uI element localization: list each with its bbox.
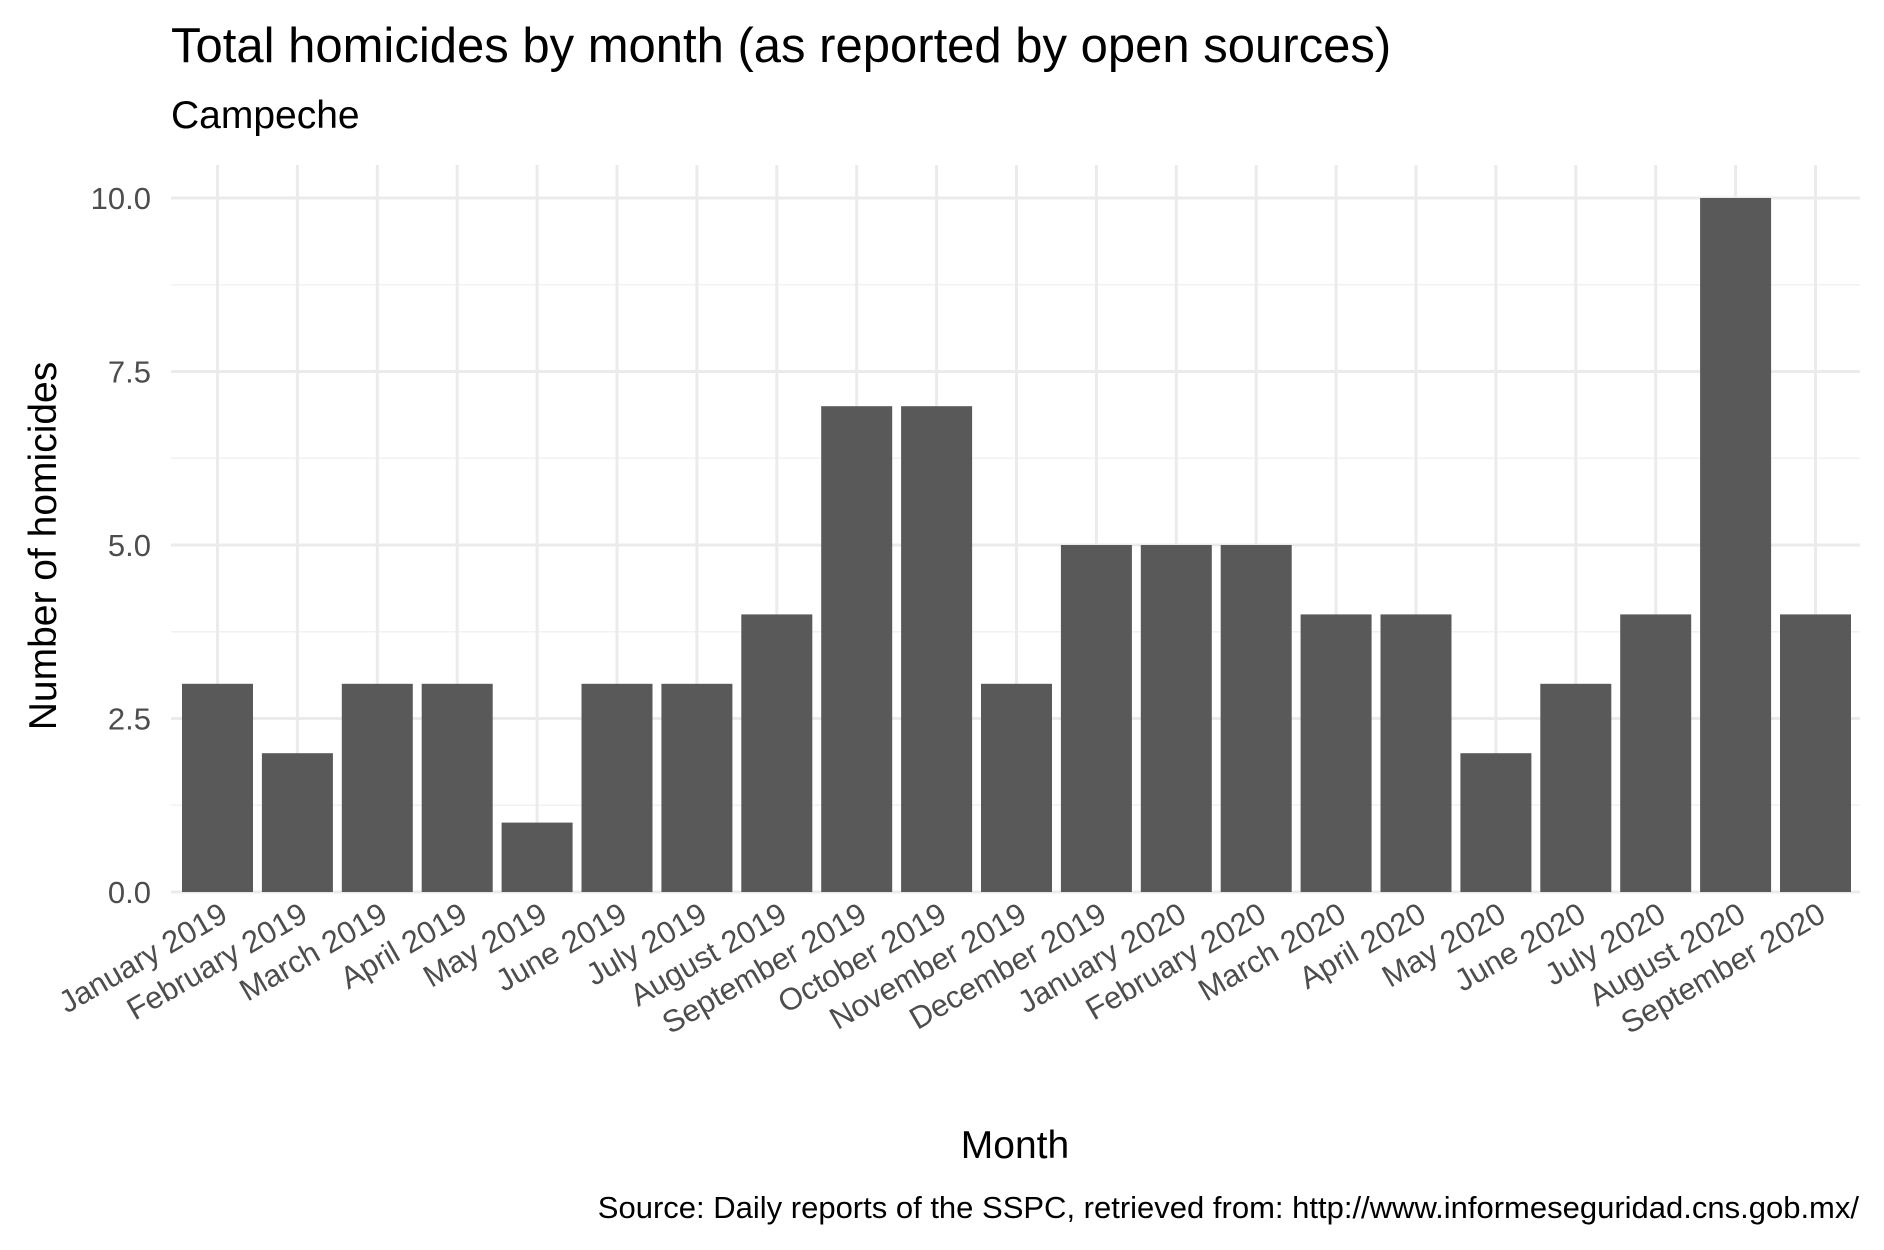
bar [1700, 198, 1772, 892]
bar [1380, 614, 1452, 892]
y-tick-label: 10.0 [91, 181, 151, 216]
y-axis-ticks: 0.0 2.5 5.0 7.5 10.0 [91, 181, 151, 910]
y-tick-label: 0.0 [108, 875, 151, 910]
bar [741, 614, 813, 892]
bars [182, 198, 1851, 892]
bar [1300, 614, 1372, 892]
bar [901, 406, 973, 892]
bar [581, 683, 653, 892]
bar [1780, 614, 1851, 892]
bar [821, 406, 893, 892]
bar [661, 683, 733, 892]
bar [421, 683, 493, 892]
bar [1460, 753, 1532, 892]
bar [341, 683, 413, 892]
x-axis-title: Month [961, 1124, 1069, 1167]
bar [501, 822, 573, 892]
bar [1540, 683, 1612, 892]
y-tick-label: 5.0 [108, 528, 151, 563]
bar [1140, 545, 1212, 892]
bar [1620, 614, 1692, 892]
bar [261, 753, 333, 892]
bar [182, 683, 253, 892]
y-tick-label: 7.5 [108, 355, 151, 390]
bar [1060, 545, 1132, 892]
bar [981, 683, 1052, 892]
y-axis-title: Number of homicides [22, 362, 65, 730]
chart-subtitle: Campeche [171, 94, 360, 137]
y-tick-label: 2.5 [108, 702, 151, 737]
chart-title: Total homicides by month (as reported by… [171, 19, 1391, 73]
bar [1220, 545, 1292, 892]
chart-caption: Source: Daily reports of the SSPC, retri… [598, 1190, 1860, 1225]
